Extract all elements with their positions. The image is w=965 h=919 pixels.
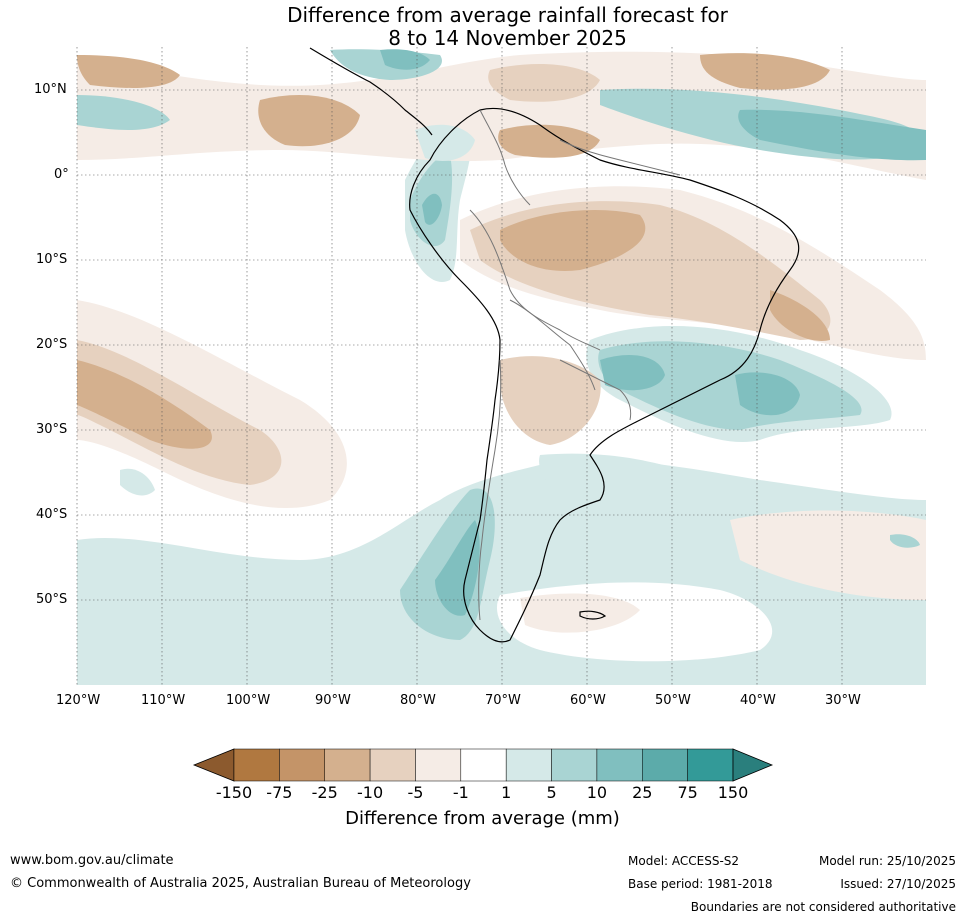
negative-brazil-4 (770, 290, 830, 341)
lat-label-30s: 30°S (36, 422, 68, 437)
colorbar-tick-label: 5 (546, 783, 557, 802)
country-borders (469, 109, 681, 621)
colorbar-tick-label: 10 (586, 783, 608, 802)
negative-la-plata (500, 356, 601, 445)
border-bolivia (509, 299, 596, 391)
central-america-coastline (309, 47, 433, 136)
positive-central-arg (539, 453, 680, 507)
colorbar-swatch (551, 748, 598, 782)
negative-south-pacific-3 (77, 360, 212, 449)
footer-disclaimer: Boundaries are not considered authoritat… (690, 900, 956, 914)
colorbar-tick-label: 75 (677, 783, 698, 802)
lat-label-10n: 10°N (34, 82, 67, 97)
footer-base-period: Base period: 1981-2018 (628, 877, 773, 891)
colorbar-extend-high (732, 748, 774, 782)
lon-label-70w: 70°W (485, 693, 521, 708)
colorbar-tick-label: -75 (266, 783, 293, 802)
patagonia-positive-2 (435, 520, 480, 616)
positive-caribbean-2 (380, 49, 430, 70)
colorbar-swatch (324, 748, 371, 782)
map-title: Difference from average rainfall forecas… (0, 4, 965, 50)
lon-label-60w: 60°W (570, 693, 606, 708)
border-paraguay (559, 359, 632, 421)
negative-brazil-3 (500, 210, 646, 271)
colorbar-tick-label: -150 (215, 783, 253, 802)
lon-label-120w: 120°W (56, 693, 101, 708)
colorbar-swatch (233, 748, 280, 782)
positive-north-west (77, 95, 170, 130)
colorbar-swatch (279, 748, 325, 782)
falkland-islands (579, 610, 607, 620)
south-america-coastline (409, 107, 800, 643)
graticule (76, 47, 926, 685)
colorbar-tick-label: -25 (311, 783, 338, 802)
lat-label-20s: 20°S (36, 337, 68, 352)
colorbar-swatch (460, 748, 507, 782)
footer-url[interactable]: www.bom.gov.au/climate (10, 853, 174, 868)
colorbar-tick-label: 150 (717, 783, 749, 802)
colorbar-tick-label: 25 (632, 783, 653, 802)
colorbar-tick-label: 1 (501, 783, 512, 802)
colorbar-extend-low (192, 748, 235, 782)
footer-issued: Issued: 27/10/2025 (840, 877, 956, 891)
lon-label-30w: 30°W (825, 693, 861, 708)
colorbar-swatch (369, 748, 416, 782)
coastlines (309, 47, 800, 643)
colorbar-swatch (642, 748, 688, 782)
negative-north-band-4 (700, 53, 830, 90)
colorbar-swatch (415, 748, 462, 782)
footer-model-run: Model run: 25/10/2025 (818, 854, 956, 868)
lon-label-40w: 40°W (740, 693, 776, 708)
footer-copyright: © Commonwealth of Australia 2025, Austra… (10, 876, 471, 891)
border-colombia-venezuela (479, 109, 531, 206)
lon-label-90w: 90°W (315, 693, 351, 708)
positive-central-3 (600, 355, 665, 391)
border-argentina-chile (478, 359, 502, 621)
footer-model: Model: ACCESS-S2 (628, 854, 740, 868)
title-line-2: 8 to 14 November 2025 (388, 26, 627, 50)
negative-north-band-3 (488, 64, 600, 102)
colorbar-swatch (505, 748, 552, 782)
negative-south-east (730, 510, 926, 600)
positive-small-east (890, 534, 920, 548)
colorbar-swatch (687, 748, 734, 782)
lat-label-40s: 40°S (36, 507, 68, 522)
colorbar-tick-label: -5 (407, 783, 424, 802)
lon-label-110w: 110°W (141, 693, 186, 708)
colorbar-swatches (192, 748, 774, 782)
title-line-1: Difference from average rainfall forecas… (287, 3, 728, 27)
negative-north-band-1 (77, 51, 926, 180)
positive-colombia (415, 124, 475, 161)
positive-central-4 (735, 372, 800, 416)
positive-north-east-2 (738, 109, 926, 161)
colorbar-swatch (596, 748, 643, 782)
negative-north-band-5 (77, 55, 180, 88)
lat-label-10s: 10°S (36, 252, 68, 267)
positive-small-pacific (120, 468, 155, 496)
lat-label-50s: 50°S (36, 592, 68, 607)
colorbar-tick-label: -10 (357, 783, 384, 802)
lon-label-50w: 50°W (655, 693, 691, 708)
border-guianas (559, 139, 681, 176)
colorbar-tick-label: -1 (452, 783, 469, 802)
lon-label-80w: 80°W (400, 693, 436, 708)
lat-label-0: 0° (54, 167, 69, 182)
negative-north-band-2 (258, 95, 360, 147)
negative-north-band-6 (498, 124, 600, 158)
lon-label-100w: 100°W (226, 693, 271, 708)
positive-andes-north-3 (422, 193, 442, 225)
colorbar-label: Difference from average (mm) (345, 808, 620, 829)
